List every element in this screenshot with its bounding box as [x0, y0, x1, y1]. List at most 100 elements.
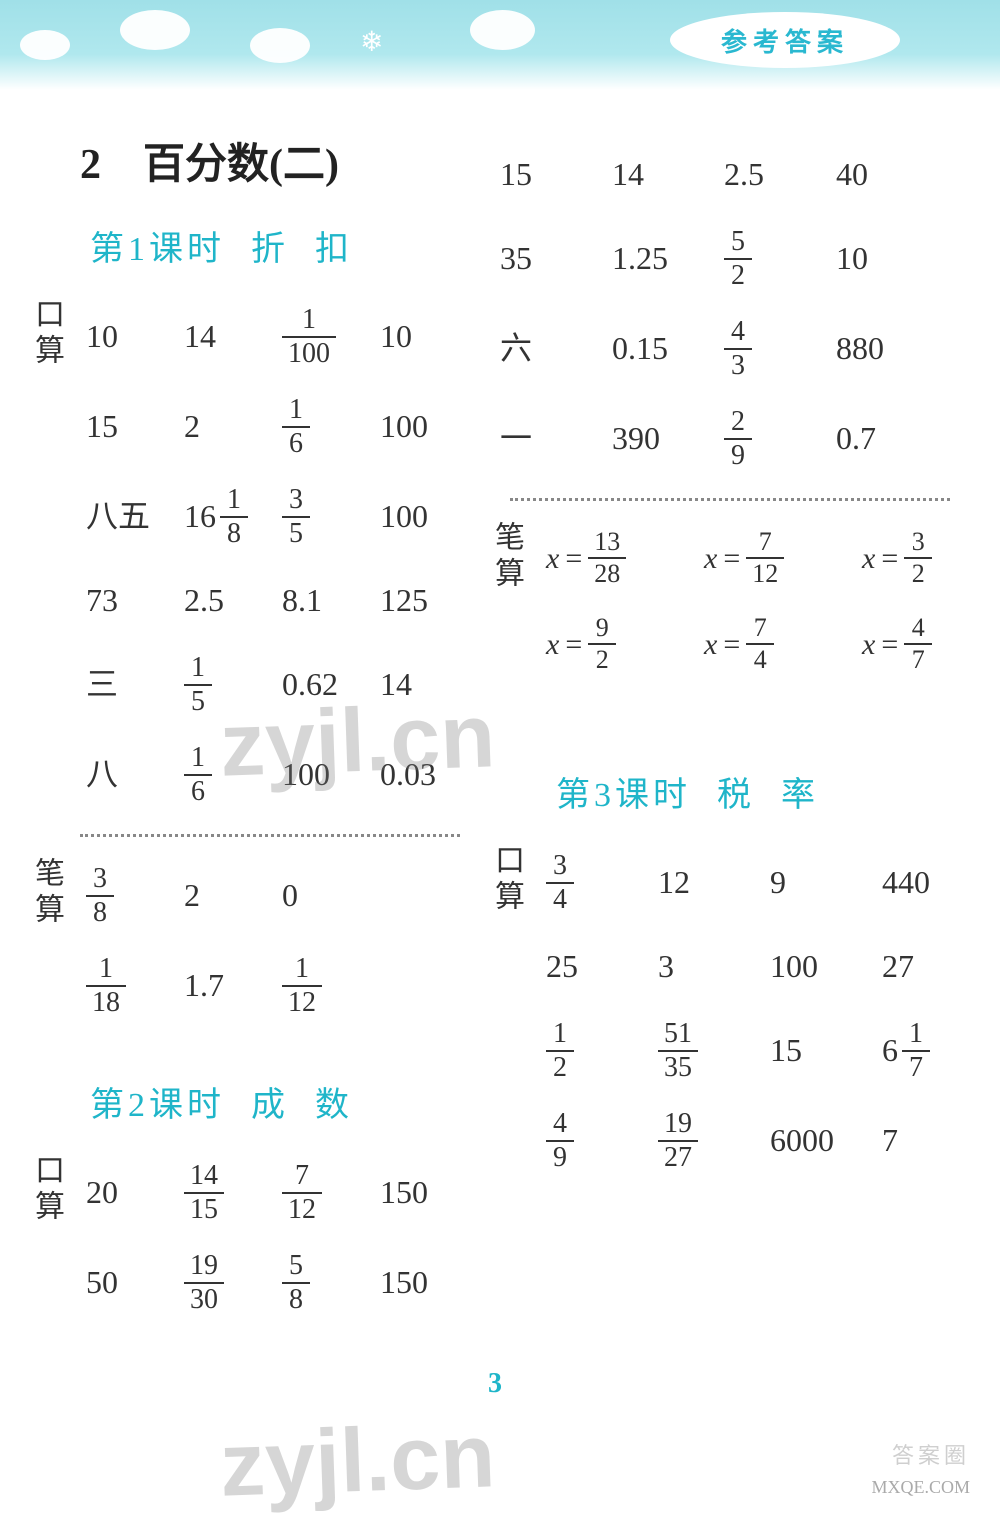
cloud-deco: [20, 30, 70, 60]
right-column: 15142.540351.255210六0.1543880一390290.7 笔…: [470, 110, 950, 1338]
cell: 15: [770, 1033, 882, 1068]
cell: 0: [282, 878, 380, 913]
cell: 16: [282, 394, 380, 460]
lesson3-kousuan-grid: 3412944025310027 12 513515617 49192760007: [546, 838, 994, 1186]
equation-cell: x=32: [862, 527, 1000, 589]
cell: 35: [500, 241, 612, 276]
cell: 73: [86, 583, 184, 618]
cell: 38: [86, 863, 184, 929]
table-row: 八161000.03: [86, 730, 478, 820]
banner-pill: 参考答案: [670, 12, 900, 68]
cell: 7: [882, 1123, 994, 1158]
snowflake-icon: ❄: [360, 25, 383, 59]
cell: 6000: [770, 1123, 882, 1158]
cell: 八五: [86, 499, 184, 534]
cell: 50: [86, 1265, 184, 1300]
cell: 35: [282, 484, 380, 550]
cell: 12: [658, 865, 770, 900]
table-row: 六0.1543880: [500, 304, 950, 394]
table-row: 25310027: [546, 928, 994, 1006]
cloud-deco: [250, 28, 310, 63]
kousuan-label: 口算: [40, 292, 68, 820]
cell: 118: [86, 953, 184, 1019]
cell: 三: [86, 667, 184, 702]
cell: 2.5: [724, 157, 836, 192]
cell: 58: [282, 1250, 380, 1316]
kousuan-label: 口算: [40, 1148, 68, 1328]
cell: 14: [612, 157, 724, 192]
cell: 0.03: [380, 757, 478, 792]
cell: 2.5: [184, 583, 282, 618]
cell: 43: [724, 316, 836, 382]
right-top-grid: 15142.540351.255210六0.1543880一390290.7: [500, 136, 950, 484]
banner-label: 参考答案: [721, 22, 849, 59]
cell: 1930: [184, 1250, 282, 1316]
cell: 10: [86, 319, 184, 354]
table-row: 201415712150: [86, 1148, 478, 1238]
page-content: zyjl.cn zyjl.cn 2 百分数(二) 第1课时折扣 口算 10141…: [0, 90, 1000, 1510]
lesson1-kousuan-block: 口算 101411001015216100八五161835100732.58.1…: [40, 292, 460, 820]
cell: 100: [770, 949, 882, 984]
table-row: 49192760007: [546, 1096, 994, 1186]
table-row: 3820: [86, 851, 478, 941]
cell: 100: [380, 499, 478, 534]
table-row: 一390290.7: [500, 394, 950, 484]
cell: 10: [836, 241, 948, 276]
cell: 0.7: [836, 421, 948, 456]
lesson1-title: 第1课时折扣: [90, 221, 460, 270]
top-banner: ❄ 参考答案: [0, 0, 1000, 90]
table-row: 50193058150: [86, 1238, 478, 1328]
chapter-title: 2 百分数(二): [80, 130, 460, 191]
watermark: zyjl.cn: [218, 1405, 497, 1518]
cell: 八: [86, 757, 184, 792]
cell: 25: [546, 949, 658, 984]
lesson3-kousuan-block: 口算 3412944025310027125135156174919276000…: [500, 838, 950, 1186]
right-bisuan-block: 笔算 x=1328x=712x=32x=92x=74x=47: [500, 515, 950, 687]
table-row: x=92x=74x=47: [546, 601, 1000, 687]
cell: 20: [86, 1175, 184, 1210]
cell: 1927: [658, 1108, 770, 1174]
lesson2-kousuan-grid: 20141571215050193058150: [86, 1148, 478, 1328]
cell: 15: [500, 157, 612, 192]
cloud-deco: [470, 10, 535, 50]
table-row: 1181.7112: [86, 941, 478, 1031]
page-number: 3: [40, 1368, 950, 1400]
lesson3-title: 第3课时税率: [556, 767, 950, 816]
cell: 1618: [184, 484, 282, 550]
cell: 100: [282, 757, 380, 792]
cell: 1100: [282, 304, 380, 370]
table-row: 15142.540: [500, 136, 950, 214]
cell: 3: [658, 949, 770, 984]
cell: 1.7: [184, 968, 282, 1003]
right-bisuan-grid: x=1328x=712x=32x=92x=74x=47: [546, 515, 1000, 687]
cell: 14: [380, 667, 478, 702]
lesson1-bisuan-block: 笔算 38201181.7112: [40, 851, 460, 1031]
table-row: 八五161835100: [86, 472, 478, 562]
table-row: 351.255210: [500, 214, 950, 304]
lesson2-title: 第2课时成数: [90, 1077, 460, 1126]
lesson1-bisuan-grid: 38201181.7112: [86, 851, 478, 1031]
table-row: 15216100: [86, 382, 478, 472]
table-row: 三150.6214: [86, 640, 478, 730]
equation-cell: x=712: [704, 527, 844, 589]
cell: 1.25: [612, 241, 724, 276]
cell: 712: [282, 1160, 380, 1226]
cell: 125: [380, 583, 478, 618]
table-row: 34129440: [546, 838, 994, 928]
cell: 5135: [658, 1018, 770, 1084]
cell: 9: [770, 865, 882, 900]
cell: 34: [546, 850, 658, 916]
cell: 52: [724, 226, 836, 292]
table-row: x=1328x=712x=32: [546, 515, 1000, 601]
cell: 15: [86, 409, 184, 444]
cell: 617: [882, 1018, 994, 1084]
left-column: 2 百分数(二) 第1课时折扣 口算 101411001015216100八五1…: [40, 110, 470, 1338]
cell: 0.62: [282, 667, 380, 702]
cell: 390: [612, 421, 724, 456]
bisuan-label: 笔算: [40, 851, 68, 1031]
cell: 2: [184, 409, 282, 444]
cell: 14: [184, 319, 282, 354]
kousuan-label: 口算: [500, 838, 528, 1186]
cell: 49: [546, 1108, 658, 1174]
equation-cell: x=92: [546, 613, 686, 675]
